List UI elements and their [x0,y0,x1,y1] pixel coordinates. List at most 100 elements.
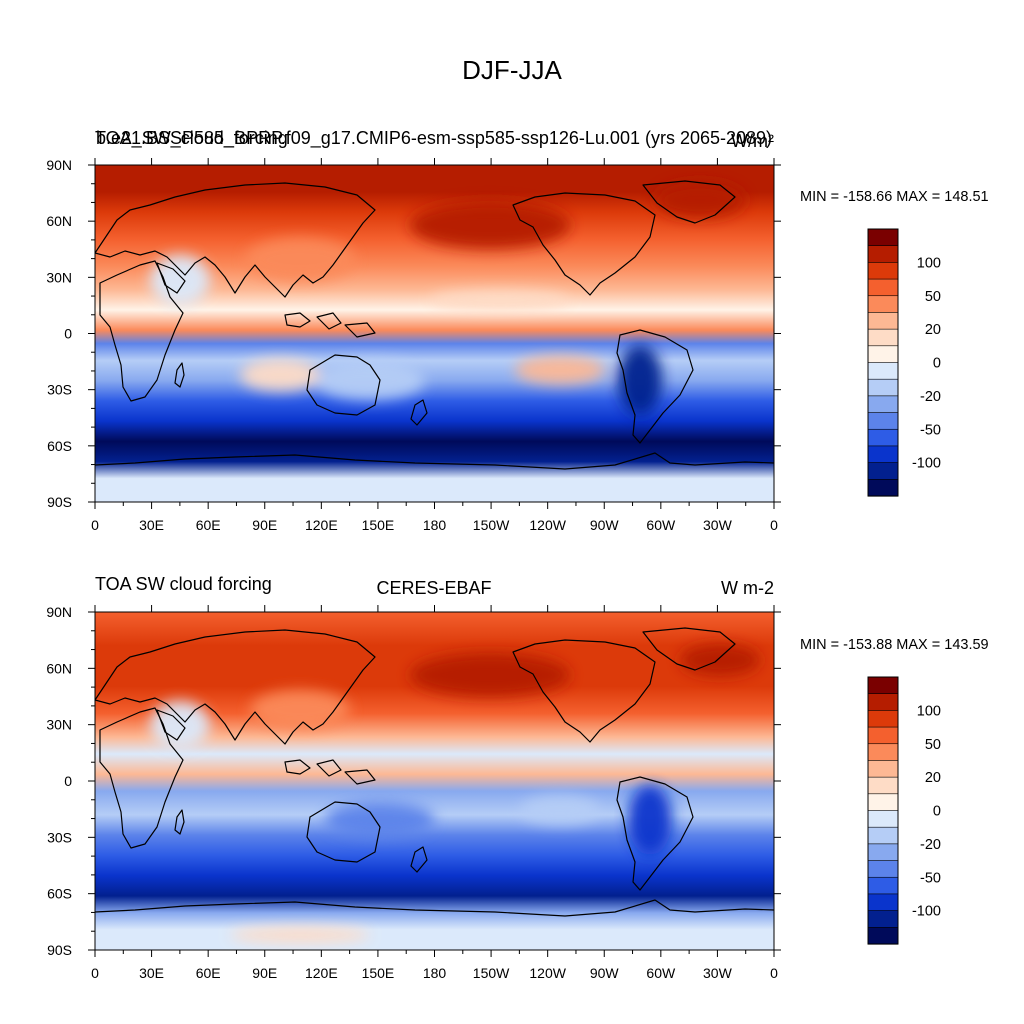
colorbar-obs-label: 20 [925,770,941,786]
colorbar-model-swatch [867,262,899,280]
obs-lon-label: 0 [770,965,778,981]
model-lat-label: 90S [47,494,72,510]
obs-lon-label: 30E [139,965,164,981]
panel-obs-stats: MIN = -153.88 MAX = 143.59 [800,637,989,653]
colorbar-obs-swatch [867,776,899,795]
figure-title: DJF-JJA [462,55,562,85]
model-lon-label: 0 [770,517,778,533]
map-model [95,165,774,502]
obs-lon-label: 0 [91,965,99,981]
model-lon-label: 180 [423,517,447,533]
colorbar-model-label: -20 [920,389,941,405]
colorbar-obs-swatch [867,676,899,695]
colorbar-obs-swatch [867,876,899,895]
colorbar-obs-label: -50 [920,870,941,886]
colorbar-obs-swatch [867,810,899,828]
colorbar-model-label: 20 [925,322,941,338]
colorbar-obs-swatch [867,893,899,912]
model-lon-label: 60E [196,517,221,533]
colorbar-model-swatch [867,245,899,263]
obs-lon-label: 90W [590,965,620,981]
colorbar-model-swatch [867,278,899,297]
colorbar-model-swatch [867,345,899,364]
colorbar-obs-label: 50 [925,737,941,753]
model-lon-label: 30W [703,517,733,533]
obs-lon-label: 120W [529,965,566,981]
colorbar-obs-swatch [867,726,899,745]
map-obs [95,612,774,950]
obs-lat-label: 60N [46,660,72,676]
colorbar-model-frame [867,228,899,497]
obs-lon-label: 150E [362,965,395,981]
colorbar-obs-label: 100 [917,703,941,719]
model-lon-label: 120E [305,517,338,533]
model-lat-label: 90N [46,157,72,173]
model-lon-label: 120W [529,517,566,533]
map-obs-ticks: 0 30E 60E 90E 120E 150E 180 150W 120W 90W 60W 30W 0 9… [46,604,781,981]
colorbar-obs-swatch [867,793,899,812]
colorbar-obs-swatch [867,760,899,778]
colorbar-model-swatch [867,479,899,497]
colorbar-obs-swatch [867,860,899,878]
colorbar-obs-swatch [867,710,899,728]
obs-lat-label: 0 [64,773,72,789]
model-lat-label: 0 [64,326,72,342]
obs-lon-label: 150W [473,965,510,981]
colorbar-obs-frame [867,676,899,945]
colorbar-model-swatch [867,312,899,330]
obs-lat-label: 90S [47,942,72,958]
model-lat-label: 30S [47,382,72,398]
panel-obs: TOA SW cloud forcing CERES-EBAF W m-2 0 3… [46,574,988,981]
model-lon-label: 150E [362,517,395,533]
panel-model-stats: MIN = -158.66 MAX = 148.51 [800,189,989,205]
colorbar-obs-swatch [867,743,899,762]
panel-obs-left-label: TOA SW cloud forcing [95,574,272,594]
colorbar-model: 100 50 20 0 -20 -50 -100 [867,228,941,497]
model-lat-label: 60N [46,213,72,229]
model-lon-label: 30E [139,517,164,533]
model-lat-label: 60S [47,438,72,454]
panel-model-center-label: b.e21.BSSP585_BPRP.f09_g17.CMIP6-esm-ssp… [96,128,772,149]
colorbar-model-label: -50 [920,422,941,438]
colorbar-obs: 100 50 20 0 -20 -50 -100 [867,676,941,945]
panel-model-left-label: TOA_SW_cloud_forcing [95,128,288,149]
model-lon-label: 90W [590,517,620,533]
colorbar-model-swatch [867,295,899,314]
colorbar-obs-swatch [867,693,899,711]
obs-lat-label: 30N [46,717,72,733]
obs-lon-label: 120E [305,965,338,981]
colorbar-model-swatch [867,395,899,414]
obs-lat-label: 90N [46,604,72,620]
model-lon-label: 60W [646,517,676,533]
panel-model-units: W/m² [731,131,774,151]
colorbar-model-swatch [867,428,899,447]
colorbar-obs-swatch [867,927,899,945]
obs-lon-label: 30W [703,965,733,981]
model-lat-label: 30N [46,269,72,285]
colorbar-model-label: -100 [912,456,941,472]
obs-lat-label: 60S [47,886,72,902]
colorbar-model-swatch [867,378,899,397]
obs-lon-label: 180 [423,965,447,981]
colorbar-obs-swatch [867,826,899,845]
obs-lon-label: 60W [646,965,676,981]
panel-obs-units: W m-2 [721,578,774,598]
colorbar-model-label: 100 [917,255,941,271]
colorbar-obs-swatch [867,910,899,928]
colorbar-model-label: 50 [925,289,941,305]
map-model-ticks: 0 30E 60E 90E 120E 150E 180 150W 120W 90W 60W 30W 0 9… [46,157,781,533]
colorbar-obs-label: 0 [933,804,941,820]
colorbar-obs-label: -20 [920,837,941,853]
colorbar-obs-swatch [867,843,899,862]
colorbar-model-swatch [867,445,899,464]
obs-lon-label: 90E [252,965,277,981]
colorbar-model-swatch [867,328,899,347]
model-lon-label: 0 [91,517,99,533]
obs-lat-label: 30S [47,829,72,845]
colorbar-model-swatch [867,362,899,380]
colorbar-obs-label: -100 [912,904,941,920]
model-lon-label: 150W [473,517,510,533]
colorbar-model-label: 0 [933,356,941,372]
obs-lon-label: 60E [196,965,221,981]
colorbar-model-swatch [867,228,899,247]
